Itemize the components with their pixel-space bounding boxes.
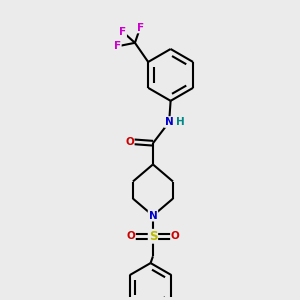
Text: F: F xyxy=(114,41,121,51)
Text: S: S xyxy=(149,230,157,243)
Text: N: N xyxy=(165,117,173,127)
Text: O: O xyxy=(126,231,135,241)
Text: N: N xyxy=(148,211,157,221)
Text: O: O xyxy=(125,137,134,147)
Text: F: F xyxy=(137,22,144,32)
Text: O: O xyxy=(171,231,180,241)
Text: H: H xyxy=(176,117,185,127)
Text: F: F xyxy=(119,27,126,37)
